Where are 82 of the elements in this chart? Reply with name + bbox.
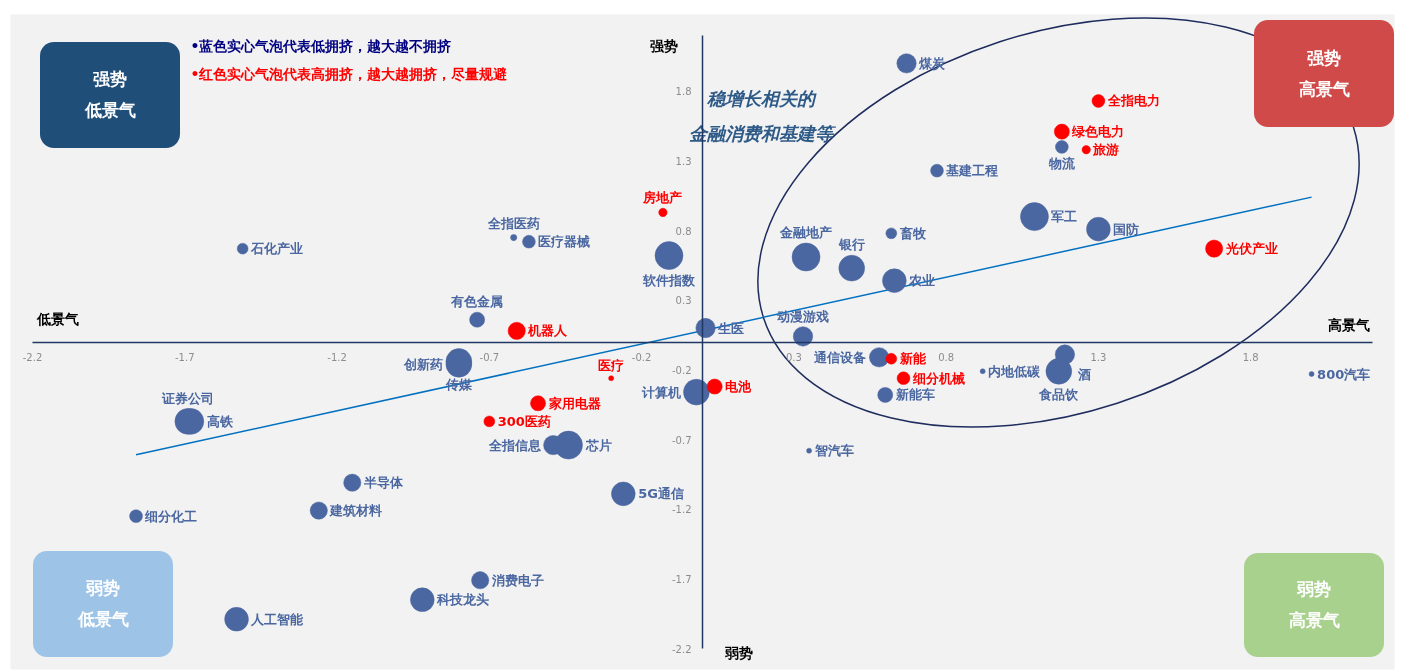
series-label: 智汽车 <box>813 443 854 459</box>
point <box>608 375 614 381</box>
series-label: 通信设备 <box>813 349 867 365</box>
y-tick-label: -1.2 <box>671 504 692 516</box>
annotation: 强势 <box>93 68 127 91</box>
series-label: 银行 <box>837 237 865 253</box>
series-label: 新能 <box>898 351 927 367</box>
y-tick-label: 0.3 <box>675 295 692 307</box>
annotation: 弱势 <box>86 577 120 600</box>
annotation: 低景气 <box>35 310 79 327</box>
series-label: 全指信息 <box>487 437 542 453</box>
series-label: 机器人 <box>527 323 569 339</box>
annotation: 弱势 <box>723 644 753 661</box>
point <box>806 447 812 454</box>
y-tick-label: -2.2 <box>671 643 692 655</box>
annotation: •红色实心气泡代表高拥挤，越大越拥挤，尽量规避 <box>190 65 509 82</box>
series-label: 畜牧 <box>898 225 927 241</box>
y-tick-label: -0.2 <box>671 364 692 376</box>
x-tick-label: 0.8 <box>938 352 955 363</box>
series-label: 旅游 <box>1092 142 1120 158</box>
series-label: 全指医药 <box>486 216 540 232</box>
series-label: 医疗器械 <box>538 234 591 250</box>
series-label: 金融地产 <box>779 225 833 241</box>
series-label: 有色金属 <box>450 294 504 310</box>
series-label: 军工 <box>1051 209 1078 225</box>
annotation: 强势 <box>1307 46 1341 70</box>
series-label: 芯片 <box>584 437 612 453</box>
annotation: •蓝色实心气泡代表低拥挤，越大越不拥挤 <box>190 37 452 54</box>
point <box>979 368 986 374</box>
series-label: 细分化工 <box>144 508 198 524</box>
series-label: 新能车 <box>894 387 935 403</box>
series-label: 医疗 <box>598 357 625 373</box>
series-label: 人工智能 <box>250 611 305 627</box>
annotation: 高景气 <box>1327 316 1370 333</box>
series-label: 绿色电力 <box>1071 124 1125 140</box>
x-tick-label: 0.3 <box>785 352 802 363</box>
series-label: 全指电力 <box>1106 93 1160 109</box>
y-tick-label: -1.7 <box>671 573 692 585</box>
y-tick-label: 1.8 <box>675 86 692 98</box>
annotation: 高景气 <box>1298 77 1350 101</box>
series-label: 计算机 <box>640 384 681 400</box>
x-tick-label: 1.3 <box>1090 352 1107 363</box>
annotation: 低景气 <box>77 608 129 631</box>
series-label: 创新药 <box>402 356 443 372</box>
series-label: 证券公司 <box>160 390 214 406</box>
point <box>1308 371 1315 377</box>
y-tick-label: 1.3 <box>675 155 692 167</box>
series-label: 科技龙头 <box>436 592 490 608</box>
series-label: 软件指数 <box>642 272 696 288</box>
x-tick-label: -1.7 <box>175 352 195 363</box>
annotation: 稳增长相关的 <box>705 88 817 109</box>
y-tick-label: -0.7 <box>671 434 692 446</box>
series-label: 基建工程 <box>945 163 999 179</box>
series-label: 5G通信 <box>638 486 684 502</box>
annotation: 高景气 <box>1288 609 1340 632</box>
series-label: 半导体 <box>362 475 404 491</box>
x-tick-label: -0.7 <box>479 352 500 363</box>
series-label: 300医药 <box>497 413 551 429</box>
series-label: 石化产业 <box>250 241 304 257</box>
series-label: 光伏产业 <box>1224 241 1278 257</box>
series-label: 酒 <box>1076 367 1091 383</box>
x-tick-label: -0.2 <box>631 352 652 363</box>
annotation: 强势 <box>649 37 678 54</box>
series-label: 国防 <box>1113 221 1140 237</box>
y-tick-label: 0.8 <box>675 225 692 237</box>
annotation: 弱势 <box>1297 578 1331 601</box>
x-tick-label: -2.2 <box>22 352 43 363</box>
series-label: 消费电子 <box>490 572 544 588</box>
series-label: 内地低碳 <box>988 363 1042 379</box>
series-label: 高铁 <box>206 413 234 429</box>
series-label: 食品饮 <box>1038 387 1080 403</box>
x-tick-label: 1.8 <box>1242 352 1259 363</box>
series-label: 电池 <box>725 379 753 395</box>
series-label: 家用电器 <box>547 395 601 411</box>
series-label: 动漫游戏 <box>776 308 829 324</box>
series-label: 房地产 <box>642 190 683 206</box>
x-tick-label: -1.2 <box>327 352 347 363</box>
series-label: 物流 <box>1047 156 1076 172</box>
series-label: 800汽车 <box>1317 366 1371 382</box>
series-label: 建筑材料 <box>329 503 383 519</box>
series-label: 细分机械 <box>911 370 965 386</box>
annotation: 低景气 <box>84 99 136 122</box>
